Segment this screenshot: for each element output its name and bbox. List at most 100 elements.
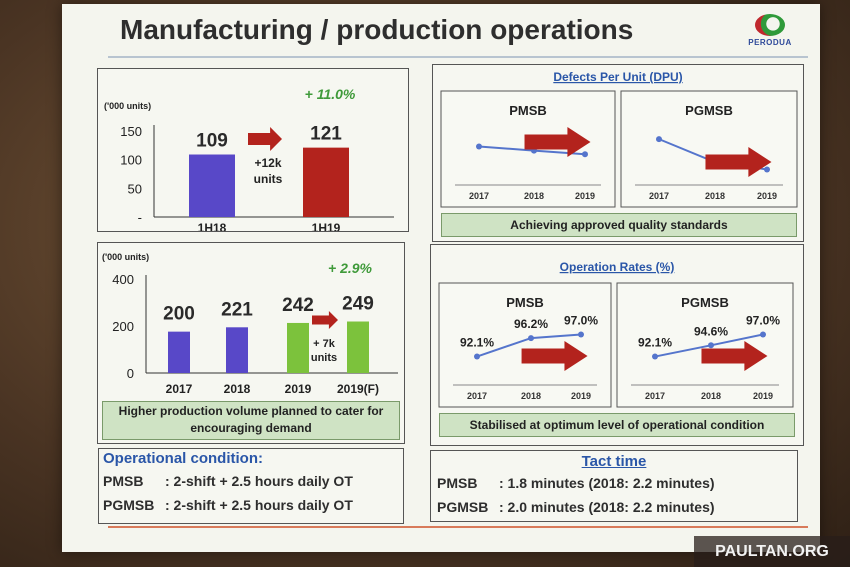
data-point bbox=[578, 331, 584, 338]
series-name: PMSB bbox=[506, 295, 544, 310]
x-tick-label: 2019 bbox=[575, 191, 595, 201]
row-label: PGMSB bbox=[437, 499, 489, 515]
sub-panel bbox=[616, 282, 794, 408]
unit-label: ('000 units) bbox=[104, 101, 151, 111]
data-label: 94.6% bbox=[694, 324, 728, 338]
tact-time-heading: Tact time bbox=[581, 453, 647, 470]
half-year-volume-chart: ('000 units) + 11.0% 150 100 50 - 109 1H18 121 1H… bbox=[97, 68, 409, 232]
increase-arrow bbox=[248, 127, 282, 151]
x-tick-label: 2018 bbox=[224, 382, 251, 396]
data-point bbox=[528, 335, 534, 342]
x-tick-label: 2019 bbox=[757, 191, 777, 201]
bar-value-label: 109 bbox=[196, 131, 228, 152]
x-tick-label: 2017 bbox=[469, 191, 489, 201]
data-point bbox=[476, 143, 482, 150]
data-point bbox=[582, 151, 588, 158]
arrow-note: +12k bbox=[254, 156, 281, 170]
x-tick-label: 2018 bbox=[701, 391, 721, 401]
x-tick-label: 2018 bbox=[521, 391, 541, 401]
perodua-logo: PERODUA bbox=[740, 14, 800, 54]
bar bbox=[168, 331, 190, 373]
arrow-note: + 7k bbox=[313, 338, 336, 350]
perodua-logo-icon bbox=[755, 14, 785, 36]
series-name: PGMSB bbox=[681, 295, 729, 310]
operational-condition-box: Operational condition: PMSB : 2-shift + 2… bbox=[98, 448, 404, 524]
dpu-caption: Achieving approved quality standards bbox=[441, 213, 797, 237]
x-tick-label: 1H19 bbox=[312, 221, 341, 231]
data-label: 92.1% bbox=[638, 336, 672, 350]
improvement-arrow bbox=[524, 127, 591, 157]
growth-label: + 11.0% bbox=[305, 86, 356, 102]
bar bbox=[303, 147, 349, 217]
tact-row-pgmsb: PGMSB: 2.0 minutes (2018: 2.2 minutes) bbox=[437, 499, 715, 515]
operation-rates-title: Operation Rates (%) bbox=[560, 260, 675, 274]
dpu-panel: Defects Per Unit (DPU) PMSB 2017 2018 2019 PG… bbox=[432, 64, 804, 242]
slide-title: Manufacturing / production operations bbox=[120, 14, 634, 45]
data-label: 97.0% bbox=[746, 314, 780, 328]
sub-panel bbox=[620, 90, 798, 208]
operation-rates-caption: Stabilised at optimum level of operation… bbox=[439, 413, 795, 437]
series-name: PMSB bbox=[509, 103, 547, 118]
x-tick-label: 2019 bbox=[753, 391, 773, 401]
x-tick-label: 1H18 bbox=[198, 221, 227, 231]
watermark: PAULTAN.ORG bbox=[694, 536, 850, 567]
x-tick-label: 2017 bbox=[166, 382, 193, 396]
data-point bbox=[474, 353, 480, 360]
operational-condition-heading: Operational condition: bbox=[103, 450, 263, 467]
series-name: PGMSB bbox=[685, 103, 733, 118]
data-point bbox=[764, 166, 770, 173]
row-value: : 2-shift + 2.5 hours daily OT bbox=[165, 473, 353, 489]
row-label: PMSB bbox=[103, 473, 144, 489]
improvement-arrow bbox=[521, 341, 588, 371]
bar-value-label: 249 bbox=[342, 294, 374, 315]
bar bbox=[287, 322, 309, 373]
half-year-volume-svg: ('000 units) + 11.0% 150 100 50 - 109 1H18 121 1H… bbox=[104, 86, 394, 231]
data-point bbox=[652, 353, 658, 360]
x-tick-label: 2019 bbox=[285, 382, 312, 396]
x-tick-label: 2018 bbox=[705, 191, 725, 201]
bar bbox=[226, 327, 248, 373]
operation-rates-panel: Operation Rates (%) PMSB 92.1% 96.2% 97.0% 20… bbox=[430, 244, 804, 446]
bar-value-label: 221 bbox=[221, 299, 253, 320]
data-label: 92.1% bbox=[460, 336, 494, 350]
arrow-note: units bbox=[254, 172, 283, 186]
y-tick-label: 100 bbox=[120, 153, 142, 168]
y-tick-label: 200 bbox=[112, 319, 134, 334]
bar-value-label: 121 bbox=[310, 124, 342, 145]
bar-value-label: 200 bbox=[163, 304, 195, 325]
unit-label: ('000 units) bbox=[102, 252, 149, 262]
increase-arrow bbox=[312, 311, 338, 329]
improvement-arrow bbox=[701, 341, 768, 371]
annual-volume-svg: ('000 units) + 2.9% 400 200 0 200 2017 221 2018 2… bbox=[102, 252, 398, 396]
x-tick-label: 2019(F) bbox=[337, 382, 379, 396]
growth-label: + 2.9% bbox=[328, 260, 373, 276]
x-tick-label: 2017 bbox=[645, 391, 665, 401]
x-tick-label: 2018 bbox=[524, 191, 544, 201]
annual-volume-chart: ('000 units) + 2.9% 400 200 0 200 2017 221 2018 2… bbox=[97, 242, 405, 444]
annual-volume-caption: Higher production volume planned to cate… bbox=[102, 401, 400, 440]
x-tick-label: 2019 bbox=[571, 391, 591, 401]
presentation-slide: Manufacturing / production operations PE… bbox=[62, 4, 820, 552]
data-point bbox=[656, 136, 662, 143]
row-value: : 1.8 minutes (2018: 2.2 minutes) bbox=[499, 475, 715, 491]
operational-row-pmsb: PMSB : 2-shift + 2.5 hours daily OT bbox=[103, 473, 353, 489]
row-value: : 2-shift + 2.5 hours daily OT bbox=[165, 497, 353, 513]
bar bbox=[347, 321, 369, 373]
y-tick-label: 400 bbox=[112, 272, 134, 287]
x-tick-label: 2017 bbox=[649, 191, 669, 201]
tact-row-pmsb: PMSB: 1.8 minutes (2018: 2.2 minutes) bbox=[437, 475, 715, 491]
data-point bbox=[708, 342, 714, 349]
row-label: PGMSB bbox=[103, 497, 155, 513]
improvement-arrow bbox=[705, 147, 772, 177]
y-tick-label: 0 bbox=[127, 366, 134, 381]
data-point bbox=[760, 331, 766, 338]
data-label: 97.0% bbox=[564, 314, 598, 328]
title-divider bbox=[108, 56, 808, 58]
tact-time-box: Tact time PMSB: 1.8 minutes (2018: 2.2 m… bbox=[430, 450, 798, 522]
data-label: 96.2% bbox=[514, 317, 548, 331]
x-tick-label: 2017 bbox=[467, 391, 487, 401]
bar-value-label: 242 bbox=[282, 295, 314, 316]
arrow-note: units bbox=[311, 352, 337, 364]
y-tick-label: 50 bbox=[128, 181, 142, 196]
sub-panel bbox=[438, 282, 612, 408]
